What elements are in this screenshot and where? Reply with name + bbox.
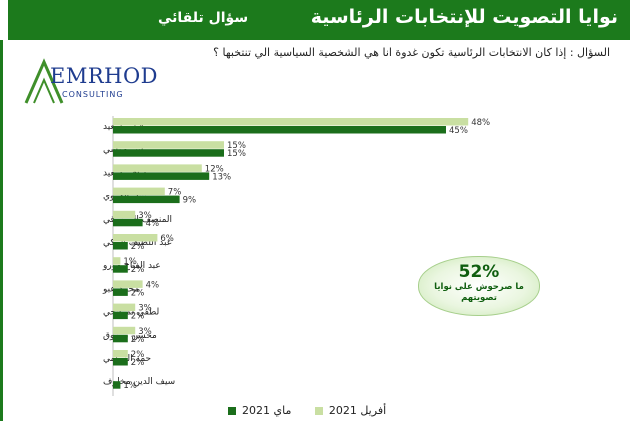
data-label: 2% — [131, 242, 145, 252]
bar-may — [113, 334, 128, 343]
data-label: 12% — [205, 164, 224, 174]
data-label: 1% — [123, 381, 136, 391]
callout-line-1: ما صرحوش على نوايا — [434, 282, 524, 292]
category-label: عبد اللطيف المكي — [103, 238, 172, 248]
logo-mark-icon — [24, 58, 64, 104]
bar-may — [113, 218, 143, 227]
bar-may — [113, 381, 121, 389]
data-label: 1% — [123, 257, 136, 267]
bar-april — [113, 326, 136, 335]
bar-april — [113, 187, 165, 196]
data-label: 2% — [131, 312, 145, 322]
bar-april — [113, 118, 469, 126]
data-label: 15% — [227, 149, 246, 159]
bar-april — [113, 257, 121, 265]
data-label: 13% — [212, 172, 231, 182]
category-label: سيف الدين مخلوف — [103, 377, 175, 387]
legend-label-may: ماي 2021 — [242, 404, 292, 417]
category-label: لطفي لمرابحي — [103, 308, 159, 318]
page-title: نوايا التصويت للإنتخابات الرئاسية — [310, 6, 618, 28]
bar-may — [113, 358, 128, 366]
data-label: 48% — [471, 118, 490, 128]
bar-may — [113, 265, 128, 273]
left-rule — [0, 40, 3, 421]
category-label: عبد الفتاح مورو — [102, 261, 161, 271]
data-label: 2% — [131, 265, 145, 275]
bar-may — [113, 311, 128, 320]
bar-may — [113, 288, 128, 296]
data-label: 2% — [131, 358, 145, 368]
legend-label-april: أفريل 2021 — [328, 404, 387, 417]
legend-swatch-may — [228, 406, 236, 415]
data-label: 45% — [449, 126, 468, 136]
bar-may — [113, 126, 446, 134]
data-label: 3% — [138, 211, 152, 221]
company-logo: EMRHOD CONSULTING — [20, 58, 158, 108]
callout-line-2: تصويتهم — [461, 293, 497, 303]
data-label: 2% — [131, 350, 145, 360]
bar-april — [113, 210, 136, 219]
bar-may — [113, 195, 180, 204]
data-label: 3% — [138, 327, 152, 337]
chart-legend: ماي 2021 أفريل 2021 — [228, 404, 406, 418]
legend-item-may: ماي 2021 — [228, 404, 291, 417]
data-label: 9% — [183, 196, 197, 206]
bar-may — [113, 172, 210, 180]
data-label: 7% — [168, 188, 182, 198]
category-label: محسن مرزوق — [103, 331, 157, 341]
page-subtitle: سؤال تلقائي — [158, 10, 249, 26]
data-label: 4% — [146, 219, 160, 229]
logo-wordmark: EMRHOD — [50, 64, 159, 88]
legend-swatch-april — [314, 406, 323, 415]
data-label: 3% — [138, 304, 152, 314]
callout-value: 52% — [458, 262, 500, 282]
undecided-callout: 52% ما صرحوش على نوايا تصويتهم — [418, 256, 540, 316]
bar-april — [113, 164, 202, 172]
data-label: 6% — [160, 234, 174, 244]
data-label: 4% — [146, 280, 160, 290]
data-label: 2% — [131, 288, 145, 298]
bar-april — [113, 280, 143, 288]
legend-item-april: أفريل 2021 — [314, 404, 387, 417]
survey-question: السؤال : إذا كان الانتخابات الرئاسية تكو… — [213, 46, 610, 59]
data-label: 15% — [227, 141, 246, 151]
bar-may — [113, 242, 128, 250]
data-label: 2% — [131, 335, 145, 345]
header-banner: نوايا التصويت للإنتخابات الرئاسية سؤال ت… — [8, 0, 630, 40]
bar-may — [113, 149, 224, 157]
bar-april — [113, 234, 158, 242]
bar-april — [113, 350, 128, 358]
bar-april — [113, 141, 224, 149]
bar-april — [113, 303, 136, 312]
logo-subtext: CONSULTING — [62, 90, 124, 99]
